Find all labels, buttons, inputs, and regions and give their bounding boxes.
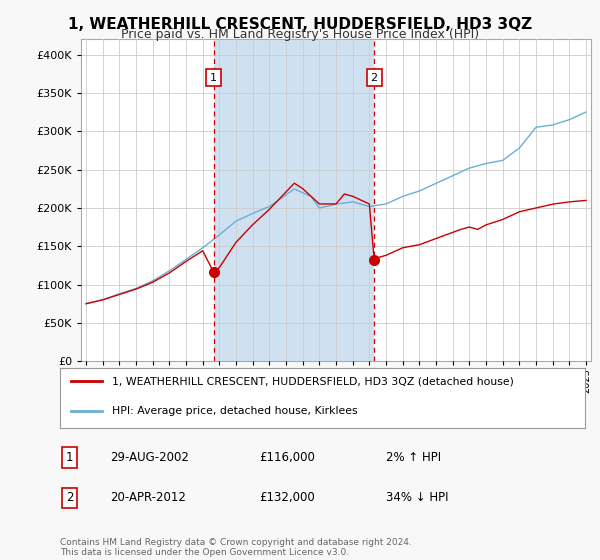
Text: £116,000: £116,000 xyxy=(260,451,316,464)
Text: 1, WEATHERHILL CRESCENT, HUDDERSFIELD, HD3 3QZ (detached house): 1, WEATHERHILL CRESCENT, HUDDERSFIELD, H… xyxy=(113,376,514,386)
Text: 2: 2 xyxy=(66,491,73,505)
Text: Contains HM Land Registry data © Crown copyright and database right 2024.
This d: Contains HM Land Registry data © Crown c… xyxy=(60,538,412,557)
Text: Price paid vs. HM Land Registry's House Price Index (HPI): Price paid vs. HM Land Registry's House … xyxy=(121,28,479,41)
Text: 1: 1 xyxy=(66,451,73,464)
Text: 1, WEATHERHILL CRESCENT, HUDDERSFIELD, HD3 3QZ: 1, WEATHERHILL CRESCENT, HUDDERSFIELD, H… xyxy=(68,17,532,32)
Text: 20-APR-2012: 20-APR-2012 xyxy=(110,491,186,505)
Bar xyxy=(214,39,374,361)
Text: 1: 1 xyxy=(210,73,217,82)
Text: 34% ↓ HPI: 34% ↓ HPI xyxy=(386,491,448,505)
Text: 2% ↑ HPI: 2% ↑ HPI xyxy=(386,451,440,464)
Text: £132,000: £132,000 xyxy=(260,491,315,505)
Text: HPI: Average price, detached house, Kirklees: HPI: Average price, detached house, Kirk… xyxy=(113,407,358,417)
Text: 2: 2 xyxy=(371,73,378,82)
Text: 29-AUG-2002: 29-AUG-2002 xyxy=(110,451,189,464)
